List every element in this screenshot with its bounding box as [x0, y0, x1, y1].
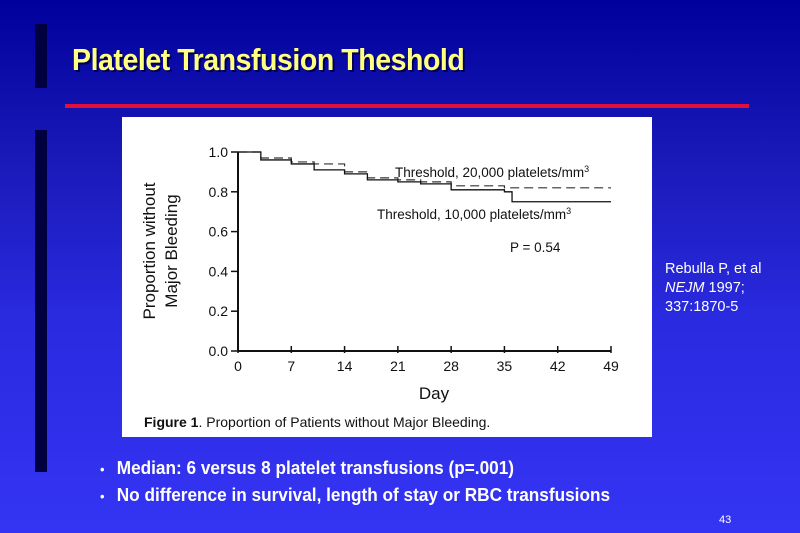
citation-year: 1997;: [704, 280, 745, 296]
svg-text:0.2: 0.2: [209, 303, 229, 319]
km-chart: Proportion without Major Bleeding 0.0 0.2…: [140, 144, 619, 430]
bullet-item: • No difference in survival, length of st…: [100, 482, 610, 509]
citation-authors: Rebulla P, et al: [665, 261, 762, 277]
legend-10000: Threshold, 10,000 platelets/mm3: [377, 206, 571, 222]
page-number: 43: [719, 514, 732, 526]
svg-text:14: 14: [337, 358, 353, 374]
series-10000-solid-line: [238, 151, 611, 203]
y-ticks: 0.0 0.2 0.4 0.6 0.8 1.0: [209, 144, 238, 359]
bullet-dot-icon: •: [100, 488, 105, 504]
title-accent-bar: [35, 24, 47, 88]
citation-journal: NEJM 1997;: [665, 279, 761, 298]
svg-text:1.0: 1.0: [209, 144, 229, 160]
x-axis-label: Day: [419, 384, 450, 403]
svg-text:28: 28: [443, 358, 459, 374]
bullet-dot-icon: •: [100, 461, 105, 477]
svg-text:7: 7: [287, 358, 295, 374]
svg-text:0.0: 0.0: [209, 343, 229, 359]
bullet-list: • Median: 6 versus 8 platelet transfusion…: [100, 455, 648, 509]
body-accent-bar: [35, 130, 47, 472]
citation: Rebulla P, et al NEJM 1997; 337:1870-5: [665, 260, 761, 317]
svg-text:0.4: 0.4: [209, 263, 229, 279]
chart-figure: Proportion without Major Bleeding 0.0 0.2…: [122, 117, 652, 437]
svg-text:21: 21: [390, 358, 406, 374]
citation-volume: 337:1870-5: [665, 299, 739, 315]
svg-text:35: 35: [497, 358, 513, 374]
svg-text:49: 49: [603, 358, 619, 374]
bullet-item: • Median: 6 versus 8 platelet transfusion…: [100, 455, 610, 482]
legend-20000: Threshold, 20,000 platelets/mm3: [395, 164, 589, 180]
slide-title: Platelet Transfusion Theshold: [72, 42, 465, 77]
svg-text:0.6: 0.6: [209, 224, 229, 240]
svg-text:0: 0: [234, 358, 242, 374]
title-underline: [65, 104, 749, 108]
y-axis-label-2: Major Bleeding: [162, 194, 181, 307]
p-value-annotation: P = 0.54: [510, 240, 561, 255]
svg-text:0.8: 0.8: [209, 184, 229, 200]
y-axis-label: Proportion without: [140, 182, 159, 319]
journal-name: NEJM: [665, 280, 705, 296]
svg-text:42: 42: [550, 358, 566, 374]
x-ticks: 0 7 14 21 28 35 42 49: [234, 346, 619, 374]
figure-caption: Figure 1. Proportion of Patients without…: [144, 414, 490, 430]
